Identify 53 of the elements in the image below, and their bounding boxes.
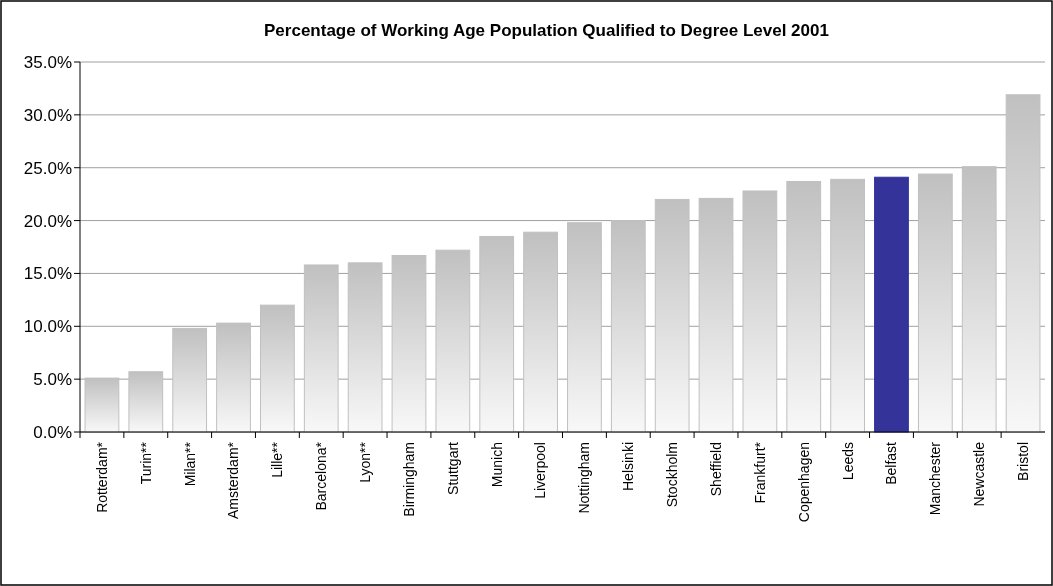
chart-title: Percentage of Working Age Population Qualified to Degree Level 2001 xyxy=(264,21,829,40)
bar xyxy=(874,176,909,433)
x-tick-label: Nottingham xyxy=(576,442,593,514)
bar xyxy=(567,222,602,433)
y-tick-label: 25.0% xyxy=(23,158,72,178)
bar xyxy=(260,304,295,433)
x-tick-label: Turin** xyxy=(137,441,154,485)
x-tick-label: Manchester xyxy=(927,441,944,516)
bar xyxy=(961,166,997,433)
x-tick-label: Munich xyxy=(488,442,505,488)
y-tick-label: 30.0% xyxy=(23,105,72,125)
y-tick-label: 35.0% xyxy=(23,52,72,72)
bar xyxy=(216,322,251,433)
bar xyxy=(1005,94,1041,433)
bar xyxy=(347,262,383,433)
x-tick-label: Birmingham xyxy=(400,442,417,517)
y-tick-label: 0.0% xyxy=(33,422,72,442)
bar xyxy=(128,371,164,433)
bar xyxy=(610,220,646,433)
x-tick-label: Stuttgart xyxy=(444,441,461,495)
x-tick-label: Barcelona* xyxy=(313,441,330,511)
bar xyxy=(917,173,953,433)
x-tick-label: Lille** xyxy=(269,441,286,478)
bar xyxy=(786,180,822,433)
bar xyxy=(479,235,515,433)
y-tick-label: 5.0% xyxy=(33,370,72,390)
x-tick-label: Lyon** xyxy=(357,441,374,483)
x-tick-label: Stockholm xyxy=(664,442,681,508)
x-tick-label: Newcastle xyxy=(971,441,988,507)
x-tick-label: Leeds xyxy=(839,442,856,481)
x-tick-label: Helsinki xyxy=(620,442,637,492)
x-tick-label: Copenhagen xyxy=(795,442,812,523)
bar xyxy=(172,327,208,433)
x-tick-label: Belfast xyxy=(883,441,900,485)
x-tick-label: Milan** xyxy=(181,441,198,487)
bar xyxy=(435,249,471,433)
bar xyxy=(303,264,339,433)
x-tick-label: Rotterdam* xyxy=(93,441,110,513)
y-tick-label: 20.0% xyxy=(23,211,72,231)
bar xyxy=(698,197,734,433)
y-tick-label: 15.0% xyxy=(23,264,72,284)
bar xyxy=(523,231,558,433)
x-tick-label: Bristol xyxy=(1014,442,1031,481)
x-tick-label: Amsterdam* xyxy=(225,441,242,520)
x-tick-label: Sheffield xyxy=(707,442,724,497)
x-tick-label: Liverpool xyxy=(532,442,549,499)
bar xyxy=(742,190,778,433)
y-tick-label: 10.0% xyxy=(23,317,72,337)
bar xyxy=(391,254,427,433)
bar xyxy=(830,178,865,433)
bar xyxy=(654,198,690,433)
bar xyxy=(84,377,120,433)
x-tick-label: Frankfurt* xyxy=(751,441,768,504)
